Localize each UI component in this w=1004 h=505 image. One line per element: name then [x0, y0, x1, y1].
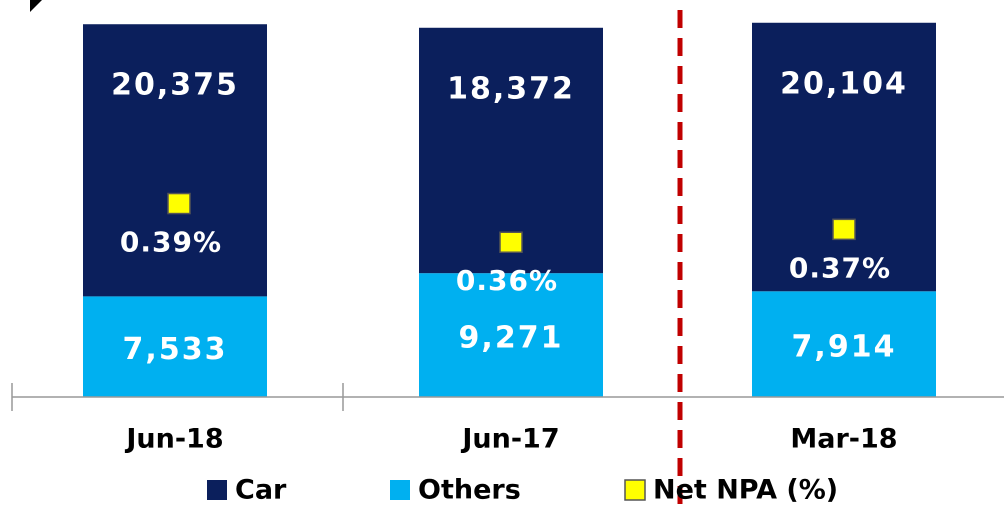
value-label: 9,271 [459, 321, 564, 356]
x-tick-label: Mar-18 [790, 424, 897, 455]
legend-swatch [624, 479, 646, 501]
npa-label: 0.37% [789, 251, 891, 284]
npa-marker [499, 231, 523, 253]
legend-swatch [390, 480, 410, 500]
value-label: 7,914 [792, 330, 897, 365]
value-label: 20,104 [780, 66, 908, 101]
legend-label: Net NPA (%) [653, 475, 838, 505]
bar-segment [752, 291, 936, 397]
x-tick-label: Jun-18 [124, 424, 223, 455]
bar-segment [83, 296, 267, 397]
bar-segment [419, 273, 603, 397]
bar-segment [752, 22, 936, 292]
value-label: 7,533 [123, 332, 228, 367]
npa-label: 0.36% [456, 264, 558, 297]
legend-swatch [207, 480, 227, 500]
legend-label: Car [235, 475, 287, 505]
value-label: 18,372 [447, 71, 575, 106]
legend: Car Others Net NPA (%) [207, 475, 838, 505]
legend-label: Others [418, 475, 521, 505]
npa-marker [832, 218, 856, 241]
value-label: 20,375 [111, 68, 239, 103]
npa-marker [167, 192, 191, 215]
corner-mark [30, 0, 42, 12]
plot: 7,533 20,375 9,271 18,372 7,914 20,104 0.39% 0.… [83, 22, 936, 397]
x-tick-label: Jun-17 [460, 424, 559, 455]
npa-label: 0.39% [120, 226, 222, 259]
bar-segment [83, 24, 267, 297]
